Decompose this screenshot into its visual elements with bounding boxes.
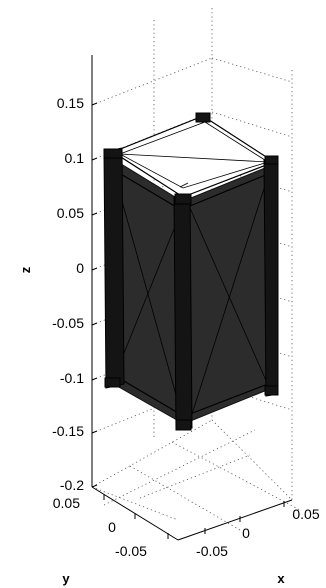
z-tick-label: -0.05 [52, 315, 84, 331]
z-tick-label: -0.1 [60, 370, 84, 386]
y-axis: 0.05 0 -0.05 y [53, 486, 179, 586]
z-axis-label: z [18, 266, 33, 273]
x-tick-label: 0.05 [292, 506, 319, 522]
y-axis-label: y [62, 571, 70, 586]
x-tick-label: 0 [242, 525, 250, 541]
y-tick-label: 0 [108, 519, 116, 535]
x-tick-label: -0.05 [196, 543, 228, 559]
y-tick-label: 0.05 [53, 495, 80, 511]
z-tick-label: 0.15 [57, 95, 84, 111]
z-tick-label: -0.2 [60, 477, 84, 493]
cube-object [103, 112, 279, 431]
z-tick-label: 0 [76, 260, 84, 276]
x-axis-label: x [277, 571, 285, 586]
x-axis: -0.05 0 0.05 x [177, 499, 320, 586]
z-tick-label: 0.1 [65, 150, 85, 166]
z-axis: 0.15 0.1 0.05 0 -0.05 -0.1 -0.15 -0.2 z [18, 55, 98, 493]
y-tick-label: -0.05 [115, 543, 147, 559]
z-tick-label: -0.15 [52, 423, 84, 439]
z-tick-label: 0.05 [57, 205, 84, 221]
